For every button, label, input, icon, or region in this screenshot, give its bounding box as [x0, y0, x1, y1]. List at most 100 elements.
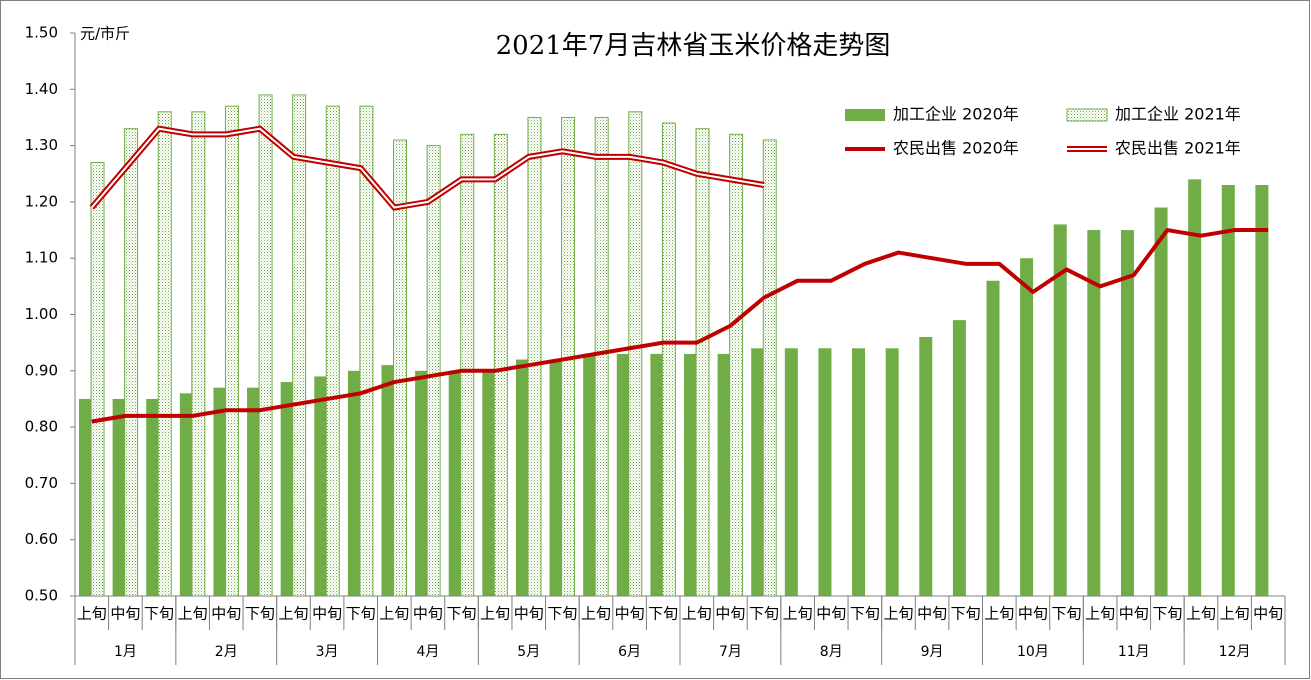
bar [583, 353, 597, 596]
group-label: 9月 [921, 644, 944, 660]
bar [415, 370, 429, 596]
x-tick-label: 上旬 [682, 605, 712, 623]
legend-swatch [845, 109, 885, 121]
bar [1087, 230, 1101, 597]
group-label: 3月 [316, 644, 339, 660]
bar [482, 370, 496, 596]
bar [213, 387, 227, 596]
line-inner [91, 127, 765, 209]
y-tick-label: 0.80 [25, 418, 58, 436]
bar [885, 348, 899, 596]
x-tick-label: 上旬 [883, 605, 913, 623]
line [91, 228, 1269, 424]
bar [684, 353, 697, 596]
bar [292, 94, 307, 597]
x-tick-label: 上旬 [984, 605, 1014, 623]
legend-label: 加工企业 2021年 [1115, 105, 1241, 124]
x-tick-label: 上旬 [379, 605, 409, 623]
bar [381, 365, 395, 596]
y-tick-label: 1.00 [25, 305, 58, 323]
x-tick-label: 上旬 [77, 605, 107, 623]
legend-label: 加工企业 2020年 [893, 105, 1019, 124]
bar [112, 398, 126, 596]
bar [347, 370, 361, 596]
x-tick-label: 下旬 [346, 605, 376, 623]
bar [1255, 185, 1269, 596]
bar [695, 128, 710, 597]
bar [852, 348, 866, 596]
group-label: 8月 [820, 644, 843, 660]
x-tick-label: 上旬 [278, 605, 308, 623]
bar [661, 122, 676, 597]
x-tick-label: 上旬 [783, 605, 813, 623]
bar [314, 376, 328, 596]
bar [179, 393, 193, 596]
bar [650, 353, 664, 596]
y-tick-label: 0.60 [25, 530, 58, 548]
x-tick-label: 中旬 [1119, 605, 1149, 623]
bar [762, 139, 777, 597]
x-tick-label: 下旬 [1052, 605, 1082, 623]
x-tick-label: 中旬 [615, 605, 645, 623]
bar [157, 111, 172, 597]
bar [79, 398, 92, 596]
bar [460, 133, 475, 597]
x-tick-label: 上旬 [1085, 605, 1115, 623]
x-tick-label: 上旬 [1186, 605, 1216, 623]
x-tick-label: 中旬 [816, 605, 846, 623]
bar [493, 133, 508, 597]
x-tick-label: 下旬 [850, 605, 880, 623]
y-tick-label: 1.10 [25, 249, 58, 267]
x-tick-label: 上旬 [480, 605, 510, 623]
x-tick-label: 下旬 [144, 605, 174, 623]
x-tick-label: 中旬 [514, 605, 544, 623]
group-label: 10月 [1017, 644, 1049, 660]
bar [628, 111, 643, 597]
y-tick-label: 0.90 [25, 361, 58, 379]
x-tick-label: 中旬 [917, 605, 947, 623]
bar [224, 105, 239, 597]
bar [146, 398, 160, 596]
bar [90, 161, 105, 597]
bar [1120, 230, 1134, 597]
bar [1188, 179, 1202, 596]
bar [448, 370, 462, 596]
x-tick-label: 下旬 [447, 605, 477, 623]
group-label: 12月 [1219, 644, 1251, 660]
bar [729, 133, 744, 597]
x-tick-label: 中旬 [1253, 605, 1283, 623]
bar [1154, 207, 1168, 596]
x-tick-label: 下旬 [1152, 605, 1182, 623]
bar [426, 145, 441, 597]
bar [247, 387, 261, 596]
group-label: 4月 [416, 644, 439, 660]
x-tick-label: 中旬 [413, 605, 443, 623]
bar [919, 337, 933, 596]
legend-label: 农民出售 2020年 [893, 139, 1019, 158]
y-tick-label: 1.40 [25, 80, 58, 98]
x-tick-label: 中旬 [715, 605, 745, 623]
x-tick-label: 中旬 [312, 605, 342, 623]
x-tick-label: 下旬 [749, 605, 779, 623]
bar [258, 94, 273, 597]
group-label: 11月 [1118, 644, 1150, 660]
group-label: 2月 [215, 644, 238, 660]
x-tick-label: 下旬 [648, 605, 678, 623]
bar [1020, 258, 1034, 596]
x-tick-label: 下旬 [547, 605, 577, 623]
y-tick-label: 1.50 [25, 24, 58, 42]
x-tick-label: 下旬 [245, 605, 275, 623]
group-label: 1月 [114, 644, 137, 660]
y-axis-label: 元/市斤 [80, 25, 130, 43]
bar [325, 105, 340, 597]
bar [280, 382, 294, 596]
x-tick-label: 中旬 [110, 605, 140, 623]
x-tick-label: 上旬 [1220, 605, 1250, 623]
bar [549, 359, 563, 596]
bar [124, 128, 139, 597]
bar [527, 116, 542, 597]
x-tick-label: 上旬 [178, 605, 208, 623]
x-tick-label: 中旬 [211, 605, 241, 623]
y-tick-label: 0.50 [25, 587, 58, 605]
